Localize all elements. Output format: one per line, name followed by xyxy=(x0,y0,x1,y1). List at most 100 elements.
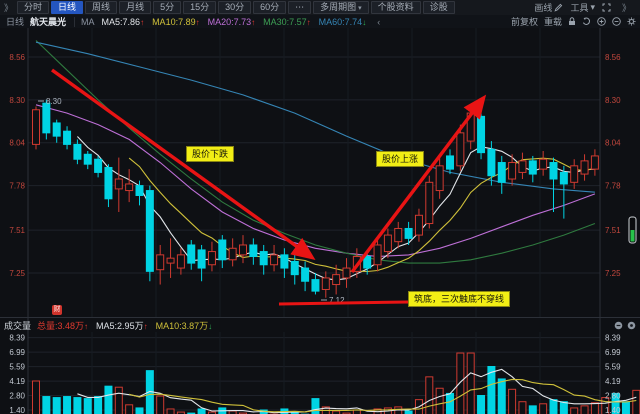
svg-text:4.19: 4.19 xyxy=(9,377,25,386)
collapse-left-icon[interactable]: 》 xyxy=(4,3,14,13)
settings-icon[interactable] xyxy=(627,17,636,26)
chevron-down-icon: ▾ xyxy=(358,5,362,12)
tab-2[interactable]: 周线 xyxy=(85,1,118,14)
candle xyxy=(290,260,299,276)
candle xyxy=(342,267,351,279)
candle xyxy=(311,279,320,292)
svg-text:8.30: 8.30 xyxy=(9,96,25,105)
candle xyxy=(280,254,289,269)
candle xyxy=(301,267,310,282)
candle xyxy=(477,115,486,154)
zoom-in-icon[interactable] xyxy=(597,17,606,26)
candle xyxy=(332,274,341,286)
candle xyxy=(114,178,123,190)
indicator-settings-icon[interactable] xyxy=(627,321,636,330)
tab-8[interactable]: ⋯ xyxy=(288,1,312,14)
pencil-icon xyxy=(554,3,563,12)
undo-icon[interactable] xyxy=(582,17,591,26)
tab-7[interactable]: 60分 xyxy=(253,1,287,14)
draw-line-button[interactable]: 画线 xyxy=(534,1,563,14)
annotation-label-1[interactable]: 股价上涨 xyxy=(376,151,425,167)
chart-controls: 前复权 重载 xyxy=(511,15,640,28)
price-position-gauge[interactable] xyxy=(628,216,637,244)
drawn-annotations[interactable] xyxy=(51,68,487,306)
candle xyxy=(94,158,103,173)
svg-text:7.51: 7.51 xyxy=(605,226,621,235)
lock-icon[interactable] xyxy=(568,17,576,26)
volume-ma5: MA5:2.95万↑ xyxy=(96,321,148,331)
candle xyxy=(549,162,558,180)
volume-pane-header: 成交量 总量:3.48万↑ MA5:2.95万↑ MA10:3.87万↓ xyxy=(0,319,640,332)
candle xyxy=(73,143,82,160)
candle xyxy=(570,165,579,183)
volume-ma10: MA10:3.87万↓ xyxy=(155,321,213,331)
adjust-mode-button[interactable]: 前复权 xyxy=(510,17,538,27)
candle xyxy=(456,132,465,167)
trend-arrow xyxy=(51,68,316,260)
tab-6[interactable]: 30分 xyxy=(218,1,252,14)
candle xyxy=(156,254,165,271)
reload-button[interactable]: 重载 xyxy=(543,17,562,27)
period-tabs: 分时 日线 周线 月线 5分 15分 30分 60分 ⋯ 多周期图 ▾ 个股资料 诊股 xyxy=(17,1,455,14)
tools-dropdown[interactable]: 工具 ▾ xyxy=(570,1,595,14)
candle xyxy=(145,190,154,272)
candle xyxy=(228,247,237,261)
svg-text:7.51: 7.51 xyxy=(9,226,25,235)
svg-text:6.99: 6.99 xyxy=(605,348,621,357)
minimize-icon[interactable] xyxy=(614,321,623,330)
ma-value-0: MA5:7.86↑ xyxy=(101,16,145,27)
tab-3[interactable]: 月线 xyxy=(119,1,152,14)
candle xyxy=(32,109,40,145)
svg-text:2.80: 2.80 xyxy=(9,392,25,401)
candle xyxy=(414,214,423,236)
line-MA60 xyxy=(35,41,595,193)
candle xyxy=(135,185,144,197)
svg-text:8.39: 8.39 xyxy=(605,334,621,343)
candle xyxy=(321,277,330,290)
svg-text:1.40: 1.40 xyxy=(9,406,25,414)
price-marker: 8.30 xyxy=(46,97,62,106)
svg-text:7.25: 7.25 xyxy=(9,269,25,278)
volume-ma5-line xyxy=(77,368,637,414)
zoom-out-icon[interactable] xyxy=(612,17,621,26)
tab-10[interactable]: 个股资料 xyxy=(370,1,421,14)
trend-arrow xyxy=(350,94,487,274)
indicator-bar: 日线 航天晨光 MA MA5:7.86↑ MA10:7.89↑ MA20:7.73↑… xyxy=(0,15,640,28)
fullscreen-icon[interactable] xyxy=(602,3,611,12)
candle xyxy=(528,160,537,175)
candle xyxy=(52,122,61,137)
candle xyxy=(207,251,216,266)
tab-9[interactable]: 多周期图 ▾ xyxy=(313,1,369,14)
tab-4[interactable]: 5分 xyxy=(153,1,182,14)
candle xyxy=(383,234,392,253)
news-event-badge[interactable]: 财 xyxy=(52,305,62,315)
tab-5[interactable]: 15分 xyxy=(183,1,217,14)
period-toolbar: 》 分时 日线 周线 月线 5分 15分 30分 60分 ⋯ 多周期图 ▾ 个股资料 诊股 画线 工具 … xyxy=(0,0,640,16)
candle xyxy=(104,166,113,200)
candle xyxy=(508,162,517,180)
ma-value-1: MA10:7.89↑ xyxy=(152,16,200,27)
tab-1[interactable]: 日线 xyxy=(51,1,84,14)
collapse-right-icon[interactable]: 》 xyxy=(621,3,631,13)
candle xyxy=(259,251,268,266)
volume-ma10-line xyxy=(129,378,637,413)
tab-11[interactable]: 诊股 xyxy=(422,1,455,14)
ma-values: MA MA5:7.86↑ MA10:7.89↑ MA20:7.73↑ MA30:7.5… xyxy=(74,16,390,27)
candle xyxy=(187,244,196,264)
annotation-label-0[interactable]: 股价下跌 xyxy=(186,146,235,162)
collapse-ma-icon[interactable]: ‹ xyxy=(377,16,381,27)
candle xyxy=(125,183,134,192)
candle xyxy=(425,181,434,225)
ma-item-list: MA5:7.86↑ MA10:7.89↑ MA20:7.73↑ MA30:7.57↑ M… xyxy=(102,17,367,27)
candle xyxy=(590,155,599,170)
candle xyxy=(446,155,454,170)
annotation-label-2[interactable]: 筑底，三次触底不穿线 xyxy=(408,291,511,307)
stock-name[interactable]: 航天晨光 xyxy=(30,17,67,27)
volume-pane-controls xyxy=(614,321,640,330)
candle xyxy=(63,130,72,145)
tools-label: 工具 xyxy=(570,3,589,13)
candle xyxy=(580,160,589,175)
axis-labels: 8.56 8.56 8.30 8.30 8.04 8.04 7.78 7.78 7.51 7.51… xyxy=(9,53,621,414)
tab-0[interactable]: 分时 xyxy=(17,1,50,14)
svg-text:8.04: 8.04 xyxy=(9,139,25,148)
